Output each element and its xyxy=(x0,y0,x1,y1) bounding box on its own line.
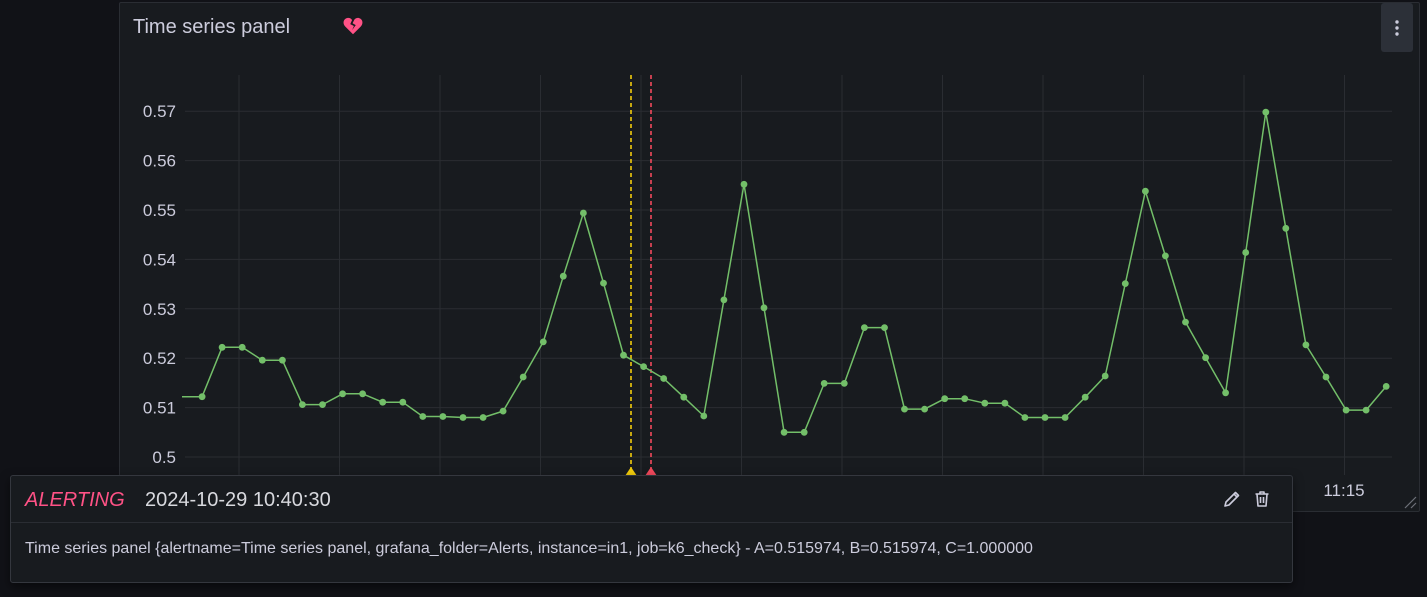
annotation-marker-triangle xyxy=(625,467,637,476)
data-point xyxy=(1382,383,1390,390)
data-point xyxy=(339,390,346,398)
data-point xyxy=(279,356,286,364)
data-point xyxy=(1061,414,1069,421)
data-point xyxy=(359,390,366,398)
panel-menu-button[interactable] xyxy=(1381,3,1413,52)
data-point xyxy=(820,380,828,387)
data-point xyxy=(1081,393,1089,401)
data-point xyxy=(238,343,246,351)
data-point xyxy=(580,209,587,217)
data-point xyxy=(961,395,969,403)
y-tick-label: 0.53 xyxy=(143,300,176,319)
data-point xyxy=(1262,108,1270,116)
data-point xyxy=(640,363,647,370)
data-point xyxy=(881,324,888,331)
data-point xyxy=(319,401,326,408)
data-point xyxy=(559,272,567,280)
y-tick-label: 0.55 xyxy=(143,201,176,220)
kebab-menu-icon xyxy=(1395,19,1399,36)
data-point xyxy=(720,296,728,304)
alert-state-label: ALERTING xyxy=(25,489,125,511)
tooltip-divider xyxy=(11,522,1292,523)
data-point xyxy=(921,405,928,413)
data-point xyxy=(861,324,868,331)
data-point xyxy=(539,338,547,346)
data-point xyxy=(419,413,427,420)
data-point xyxy=(258,356,266,364)
data-point xyxy=(1041,414,1049,421)
y-tick-label: 0.57 xyxy=(143,102,176,121)
data-point xyxy=(700,412,708,420)
data-point xyxy=(1242,249,1250,256)
trash-icon[interactable] xyxy=(1252,489,1272,509)
data-point xyxy=(519,373,527,381)
x-tick-label: 11:15 xyxy=(1323,481,1364,500)
data-point xyxy=(479,414,487,421)
y-tick-label: 0.51 xyxy=(143,399,176,418)
data-point xyxy=(1322,373,1330,381)
data-point xyxy=(1282,224,1290,232)
data-point xyxy=(299,401,306,408)
data-point xyxy=(981,399,989,407)
data-point xyxy=(1222,389,1229,397)
annotation-marker-triangle xyxy=(645,467,657,476)
resize-handle-icon[interactable] xyxy=(1403,495,1417,509)
data-point xyxy=(379,398,387,406)
data-point xyxy=(1302,341,1310,349)
data-point xyxy=(660,375,668,382)
data-point xyxy=(760,304,768,312)
y-tick-label: 0.54 xyxy=(143,250,176,269)
heart-broken-icon[interactable] xyxy=(342,15,364,37)
data-point xyxy=(198,393,206,401)
data-point xyxy=(1342,406,1350,414)
data-point xyxy=(1142,187,1149,195)
data-point xyxy=(1162,252,1169,260)
data-point xyxy=(1001,399,1009,407)
data-point xyxy=(740,180,748,188)
y-tick-label: 0.56 xyxy=(143,152,176,171)
data-point xyxy=(459,414,467,421)
data-point xyxy=(780,428,788,436)
y-tick-label: 0.52 xyxy=(143,349,176,368)
y-tick-label: 0.5 xyxy=(152,448,176,467)
data-point xyxy=(499,407,507,415)
data-point xyxy=(840,380,848,387)
data-point xyxy=(620,351,627,359)
time-series-panel: Time series panel xyxy=(119,2,1420,512)
data-point xyxy=(1182,318,1189,326)
alert-details-text: Time series panel {alertname=Time series… xyxy=(25,540,1033,557)
data-point xyxy=(941,395,949,403)
data-point xyxy=(1202,354,1209,362)
data-point xyxy=(1362,406,1370,414)
data-point xyxy=(439,413,447,420)
panel-title: Time series panel xyxy=(133,16,291,38)
data-point xyxy=(218,343,226,351)
data-point xyxy=(399,398,407,406)
alert-timestamp: 2024-10-29 10:40:30 xyxy=(145,489,331,511)
alert-annotation-tooltip: ALERTING 2024-10-29 10:40:30 Time series… xyxy=(10,475,1293,583)
data-point xyxy=(600,279,607,287)
pencil-icon[interactable] xyxy=(1222,489,1242,509)
data-point xyxy=(1021,414,1029,421)
data-point xyxy=(1101,372,1109,380)
data-point xyxy=(1121,280,1129,287)
data-point xyxy=(901,405,908,413)
data-point xyxy=(800,428,808,436)
data-point xyxy=(680,393,688,401)
